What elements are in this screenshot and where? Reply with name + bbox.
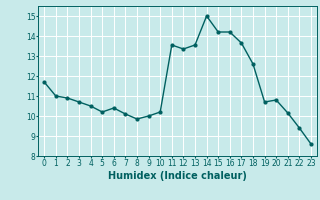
X-axis label: Humidex (Indice chaleur): Humidex (Indice chaleur) — [108, 171, 247, 181]
